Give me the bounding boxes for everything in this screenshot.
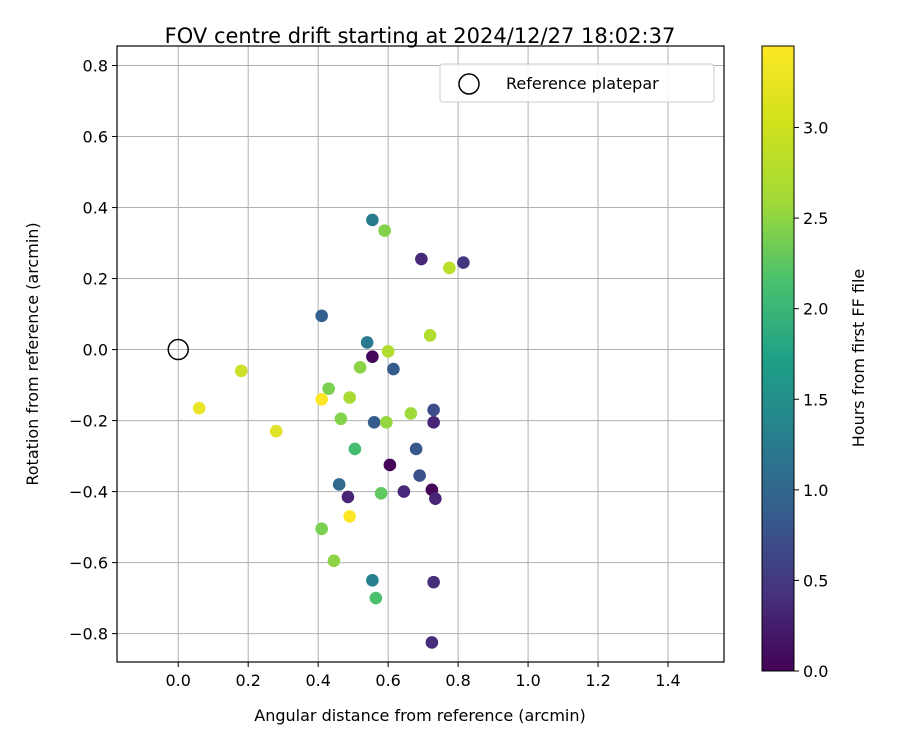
colorbar-ticks: 0.0 0.5 1.0 1.5 2.0 2.5 3.0	[794, 119, 828, 681]
x-tick-label: 0.0	[165, 671, 190, 690]
legend-label-reference: Reference platepar	[506, 74, 659, 93]
legend: Reference platepar	[439, 63, 715, 103]
data-point	[387, 362, 400, 376]
y-tick-label: 0.6	[83, 128, 108, 147]
y-tick-label: 0.8	[83, 57, 108, 76]
data-point	[315, 309, 328, 323]
data-point	[322, 382, 335, 395]
reference-point-marker	[167, 338, 189, 361]
data-point	[457, 256, 470, 269]
data-point	[315, 522, 328, 536]
colorbar	[761, 45, 795, 672]
y-tick-label: −0.4	[69, 483, 108, 502]
data-point	[381, 345, 395, 358]
data-point	[425, 636, 439, 649]
data-point	[366, 213, 379, 227]
colorbar-tick-label: 3.0	[803, 119, 828, 138]
data-point	[192, 401, 206, 415]
data-point	[234, 364, 248, 378]
data-point	[423, 329, 437, 342]
data-point	[366, 574, 379, 587]
data-point	[413, 469, 426, 482]
data-point	[348, 442, 362, 456]
x-tick-label: 0.6	[375, 671, 400, 690]
x-tick-label: 0.4	[305, 671, 330, 690]
x-tick-label: 0.2	[235, 671, 260, 690]
colorbar-tick-label: 1.0	[803, 481, 828, 500]
colorbar-tick-label: 1.5	[803, 390, 828, 409]
data-point	[443, 261, 456, 275]
y-axis-label: Rotation from reference (arcmin)	[23, 222, 42, 485]
data-point	[269, 424, 283, 438]
legend-marker-reference	[458, 73, 480, 95]
data-point	[343, 510, 356, 523]
x-tick-label: 1.4	[655, 671, 680, 690]
y-ticks: 0.8 0.6 0.4 0.2 0.0 −0.2 −0.4 −0.6 −0.8	[69, 57, 117, 644]
y-tick-label: 0.0	[83, 341, 108, 360]
data-point	[415, 252, 428, 266]
data-point	[397, 485, 411, 498]
data-point	[343, 391, 356, 404]
x-tick-label: 1.2	[585, 671, 610, 690]
data-point	[332, 478, 346, 491]
colorbar-tick-label: 2.0	[803, 300, 828, 319]
data-point	[427, 575, 440, 589]
y-tick-label: 0.2	[83, 270, 108, 289]
x-tick-label: 0.8	[445, 671, 470, 690]
plot-frame	[116, 45, 725, 663]
data-point	[383, 458, 397, 472]
data-point	[380, 416, 393, 429]
y-tick-label: −0.2	[69, 412, 108, 431]
data-point	[315, 392, 328, 406]
y-tick-label: −0.8	[69, 625, 108, 644]
colorbar-tick-label: 0.0	[803, 662, 828, 681]
data-point	[360, 336, 374, 349]
y-tick-label: 0.4	[83, 199, 108, 218]
x-tick-label: 1.0	[515, 671, 540, 690]
y-tick-label: −0.6	[69, 554, 108, 573]
chart-title: FOV centre drift starting at 2024/12/27 …	[165, 24, 676, 48]
x-axis-label: Angular distance from reference (arcmin)	[254, 706, 585, 725]
data-point	[366, 350, 379, 363]
legend-box	[439, 63, 715, 103]
data-point	[427, 416, 440, 429]
reference-layer	[167, 338, 189, 361]
grid-layer	[117, 46, 724, 662]
points-layer	[192, 213, 470, 649]
data-point	[404, 407, 418, 420]
data-point	[427, 403, 440, 417]
data-point	[429, 492, 442, 505]
colorbar-tick-label: 0.5	[803, 571, 828, 590]
x-ticks: 0.0 0.2 0.4 0.6 0.8 1.0 1.2 1.4	[165, 662, 681, 690]
data-point	[369, 591, 383, 605]
colorbar-tick-label: 2.5	[803, 209, 828, 228]
data-point	[327, 554, 341, 568]
data-point	[374, 487, 388, 500]
data-point	[353, 361, 367, 374]
data-point	[409, 442, 423, 456]
data-point	[367, 416, 381, 429]
data-point	[334, 412, 348, 426]
data-point	[341, 490, 355, 504]
data-point	[378, 224, 391, 237]
colorbar-label: Hours from first FF file	[849, 269, 868, 448]
